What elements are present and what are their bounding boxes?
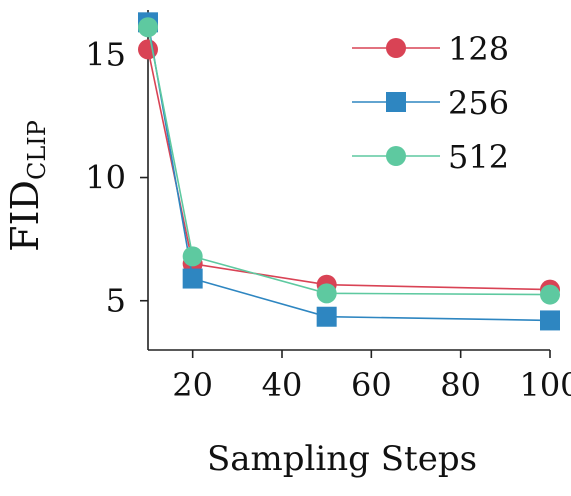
- legend-item-256: 256: [352, 84, 509, 122]
- legend-item-128: 128: [352, 30, 509, 68]
- legend-item-512: 512: [352, 138, 509, 176]
- legend-marker: [386, 38, 406, 58]
- series-line-512: [147, 27, 551, 296]
- y-axis-label-subscript: CLIP: [23, 120, 51, 180]
- data-point-256: [316, 306, 337, 327]
- x-tick-label: 20: [172, 366, 213, 404]
- series-line-256: [147, 22, 551, 322]
- data-point-512: [316, 283, 337, 304]
- legend-label: 256: [448, 84, 509, 122]
- series-layer: [138, 12, 560, 331]
- y-axis-label-main: FID: [3, 180, 47, 252]
- series-512: [138, 17, 560, 305]
- axes-layer: 20 40 60 80 100 5 10 15: [85, 10, 571, 404]
- legend-marker: [386, 146, 406, 166]
- y-axis-label: FIDCLIP: [3, 120, 51, 252]
- x-tick-label: 80: [440, 366, 481, 404]
- legend: 128 256 512: [352, 30, 509, 176]
- data-point-256: [182, 268, 203, 289]
- x-tick-label: 40: [262, 366, 303, 404]
- data-point-256: [540, 310, 560, 331]
- y-tick-label: 15: [85, 35, 126, 73]
- x-tick-label: 60: [351, 366, 392, 404]
- y-tick-label: 10: [85, 159, 126, 197]
- data-point-512: [182, 246, 203, 267]
- legend-marker: [386, 92, 406, 112]
- x-axis-label: Sampling Steps: [207, 439, 477, 479]
- legend-label: 128: [448, 30, 509, 68]
- data-point-512: [138, 17, 158, 38]
- legend-label: 512: [448, 138, 509, 176]
- data-point-128: [138, 39, 158, 60]
- x-tick-label: 100: [519, 366, 571, 404]
- data-point-512: [540, 284, 560, 305]
- y-tick-label: 5: [106, 282, 126, 320]
